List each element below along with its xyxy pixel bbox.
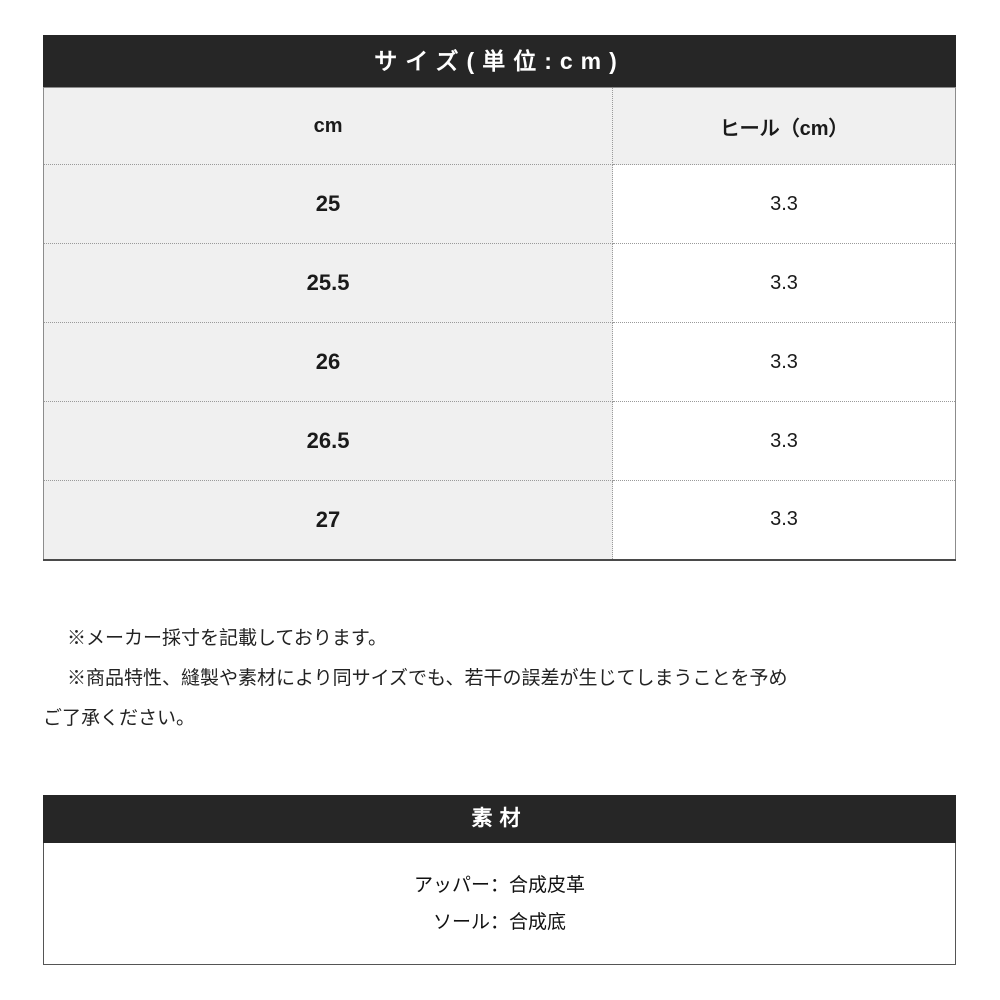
heel-value: 3.3 xyxy=(612,164,956,244)
table-row: 25.5 3.3 xyxy=(42,243,956,323)
table-row: 26 3.3 xyxy=(42,322,956,402)
size-value: 25.5 xyxy=(42,243,614,323)
heel-value: 3.3 xyxy=(612,480,956,560)
material-title-bar: 素材 xyxy=(43,794,956,843)
size-value: 25 xyxy=(42,164,614,244)
page-content: サイズ(単位:cm) cm ヒール（cm） 25 3.3 25.5 3.3 xyxy=(42,0,956,965)
material-line-upper: アッパー：合成皮革 xyxy=(413,874,585,896)
size-value: 26 xyxy=(42,322,614,402)
column-header-heel: ヒール（cm） xyxy=(612,87,956,165)
disclaimer-notes: ※メーカー採寸を記載しております。 ※商品特性、縫製や素材により同サイズでも、若… xyxy=(43,619,956,739)
material-section: 素材 アッパー：合成皮革 ソール：合成底 xyxy=(43,794,956,965)
column-header-cm: cm xyxy=(42,87,614,165)
note-line: ※メーカー採寸を記載しております。 xyxy=(67,627,387,649)
material-panel: アッパー：合成皮革 ソール：合成底 xyxy=(43,842,956,965)
size-table: cm ヒール（cm） 25 3.3 25.5 3.3 26 3.3 26.5 xyxy=(42,87,956,561)
table-row: 25 3.3 xyxy=(42,164,956,244)
size-value: 27 xyxy=(42,480,614,560)
size-value: 26.5 xyxy=(42,401,614,481)
table-row: 26.5 3.3 xyxy=(42,401,956,481)
size-table-header-row: cm ヒール（cm） xyxy=(42,87,956,165)
size-table-title-bar: サイズ(単位:cm) xyxy=(43,35,956,87)
size-section: サイズ(単位:cm) cm ヒール（cm） 25 3.3 25.5 3.3 xyxy=(42,0,956,561)
note-line: ご了承ください。 xyxy=(43,707,196,729)
material-line-sole: ソール：合成底 xyxy=(432,911,566,933)
heel-value: 3.3 xyxy=(612,401,956,481)
table-row: 27 3.3 xyxy=(42,480,956,560)
heel-value: 3.3 xyxy=(612,243,956,323)
heel-value: 3.3 xyxy=(612,322,956,402)
note-line: ※商品特性、縫製や素材により同サイズでも、若干の誤差が生じてしまうことを予め xyxy=(67,667,788,689)
